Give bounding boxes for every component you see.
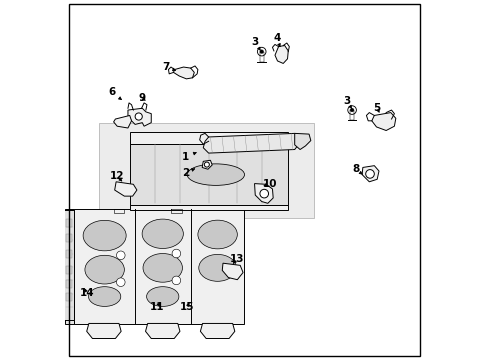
Circle shape <box>260 189 268 198</box>
Polygon shape <box>222 263 243 280</box>
Polygon shape <box>362 166 378 182</box>
Polygon shape <box>294 134 310 149</box>
Text: 4: 4 <box>272 33 280 46</box>
Circle shape <box>365 170 373 178</box>
Polygon shape <box>113 116 131 128</box>
Polygon shape <box>129 144 287 205</box>
Circle shape <box>116 278 125 287</box>
Circle shape <box>116 251 125 260</box>
Text: 2: 2 <box>182 168 194 178</box>
Text: 12: 12 <box>110 171 124 181</box>
Ellipse shape <box>198 220 237 249</box>
Ellipse shape <box>187 164 244 185</box>
Ellipse shape <box>85 255 124 284</box>
Text: 8: 8 <box>351 164 362 174</box>
Polygon shape <box>173 67 194 79</box>
Polygon shape <box>203 134 300 153</box>
Circle shape <box>260 50 263 53</box>
Circle shape <box>347 106 356 114</box>
Text: 15: 15 <box>180 302 194 312</box>
Text: 5: 5 <box>373 103 380 113</box>
Text: 11: 11 <box>149 302 163 312</box>
Bar <box>66 266 72 274</box>
Ellipse shape <box>83 220 126 251</box>
Polygon shape <box>145 323 180 338</box>
Circle shape <box>172 249 180 258</box>
Circle shape <box>204 162 209 167</box>
Circle shape <box>135 113 142 120</box>
Text: 14: 14 <box>79 288 94 298</box>
Polygon shape <box>202 160 212 169</box>
Polygon shape <box>63 211 74 320</box>
Text: 10: 10 <box>262 179 276 189</box>
Bar <box>66 250 72 258</box>
Ellipse shape <box>142 253 182 282</box>
Text: 6: 6 <box>108 87 121 100</box>
Bar <box>66 234 72 242</box>
Circle shape <box>257 47 265 56</box>
Polygon shape <box>254 184 273 203</box>
Polygon shape <box>129 132 287 144</box>
Ellipse shape <box>198 255 236 281</box>
Polygon shape <box>65 209 74 324</box>
Polygon shape <box>128 108 151 126</box>
Text: 3: 3 <box>251 37 260 50</box>
Polygon shape <box>200 323 234 338</box>
Polygon shape <box>115 182 137 196</box>
Circle shape <box>349 108 353 112</box>
Ellipse shape <box>146 287 179 306</box>
Text: 7: 7 <box>162 62 175 72</box>
Text: 9: 9 <box>139 93 145 103</box>
Ellipse shape <box>142 219 183 248</box>
Polygon shape <box>371 113 395 131</box>
Bar <box>66 220 72 227</box>
Circle shape <box>172 276 180 285</box>
Text: 13: 13 <box>230 254 244 264</box>
Text: 1: 1 <box>182 152 196 162</box>
Text: 3: 3 <box>343 96 351 109</box>
Polygon shape <box>99 123 314 218</box>
Polygon shape <box>86 323 121 338</box>
Polygon shape <box>129 205 287 211</box>
Polygon shape <box>74 209 244 324</box>
Polygon shape <box>274 45 287 63</box>
Bar <box>66 280 72 288</box>
Ellipse shape <box>88 287 121 306</box>
Bar <box>66 293 72 301</box>
